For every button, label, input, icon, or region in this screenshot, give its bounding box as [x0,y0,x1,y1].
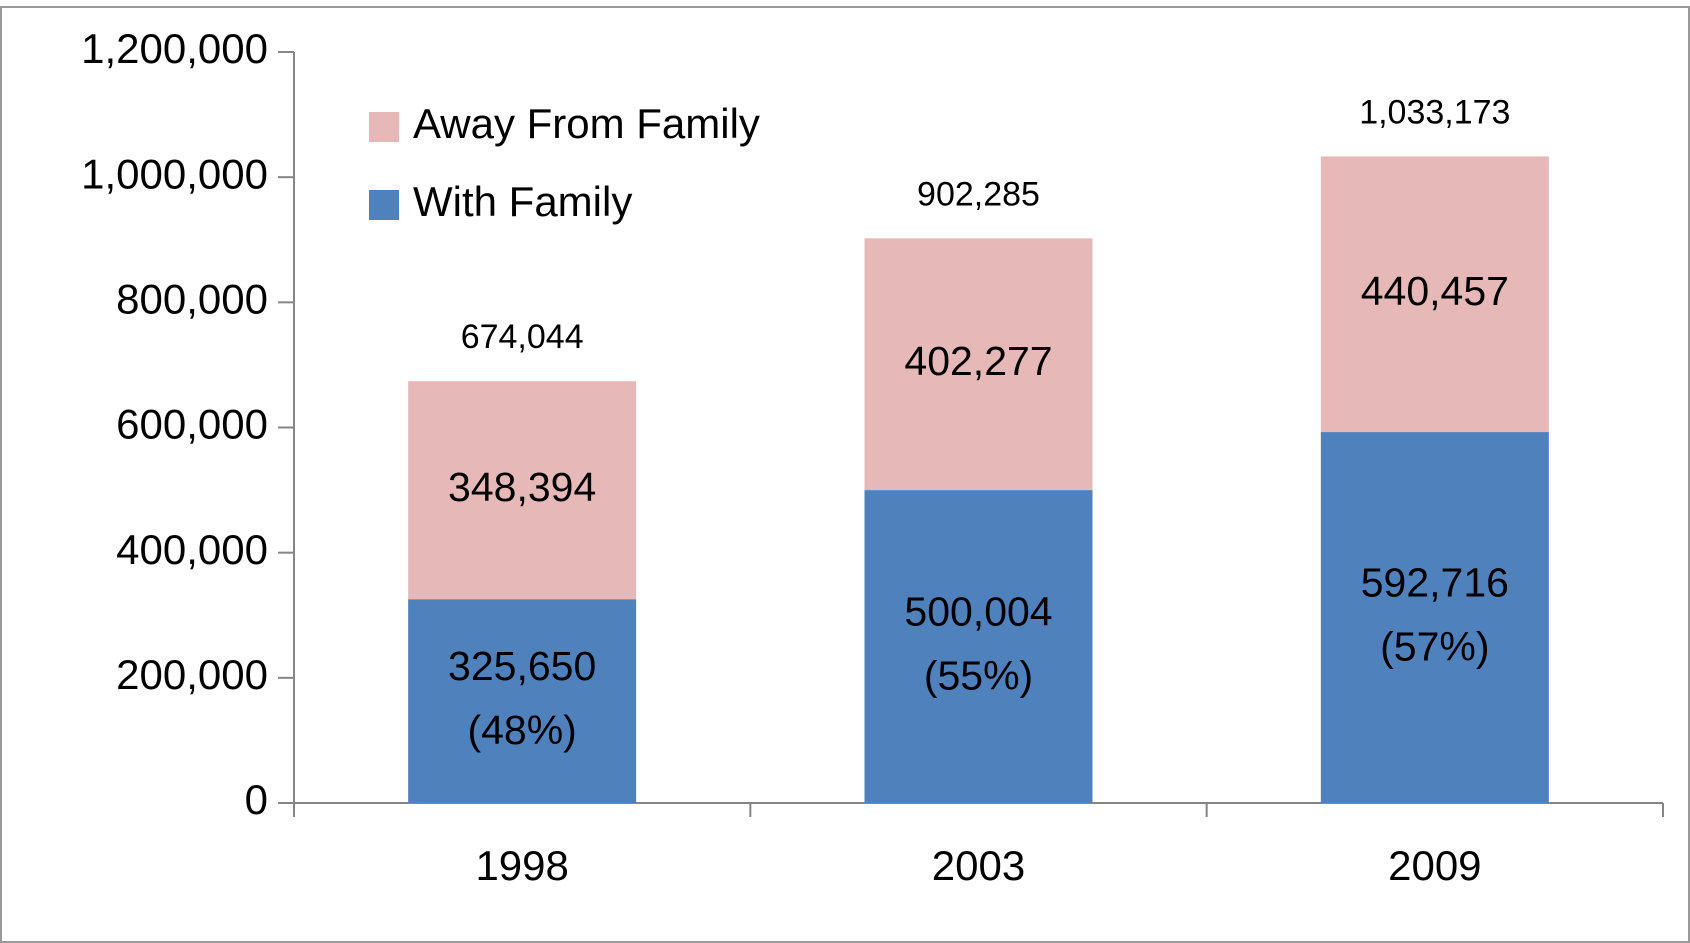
bar-segment [1320,432,1549,803]
y-tick-label: 800,000 [116,275,268,322]
x-tick-label: 2009 [1388,842,1481,889]
percent-label: (48%) [467,707,576,753]
bar-segment [408,599,637,803]
legend-swatch [369,190,399,220]
percent-label: (57%) [1380,623,1489,669]
bar-segment [408,381,637,600]
value-label: 592,716 [1361,559,1509,605]
total-label: 674,044 [461,318,584,356]
value-label: 402,277 [904,338,1052,384]
y-tick-label: 200,000 [116,651,268,698]
total-label: 1,033,173 [1359,93,1510,131]
chart-frame [0,6,1690,943]
bar-segment [864,490,1093,803]
x-tick-label: 1998 [475,842,568,889]
y-tick-label: 1,200,000 [81,25,268,72]
total-label: 902,285 [917,175,1040,213]
legend-label: Away From Family [413,100,760,147]
bar-segment [864,238,1093,491]
legend-swatch [369,112,399,142]
value-label: 325,650 [448,643,596,689]
y-tick-label: 1,000,000 [81,150,268,197]
y-tick-label: 600,000 [116,401,268,448]
y-tick-label: 400,000 [116,526,268,573]
x-tick-label: 2003 [932,842,1025,889]
percent-label: (55%) [924,652,1033,698]
value-label: 500,004 [904,588,1052,634]
value-label: 348,394 [448,464,596,510]
value-label: 440,457 [1361,268,1509,314]
bar-segment [1320,156,1549,433]
y-tick-label: 0 [245,776,268,823]
legend-label: With Family [413,178,632,225]
